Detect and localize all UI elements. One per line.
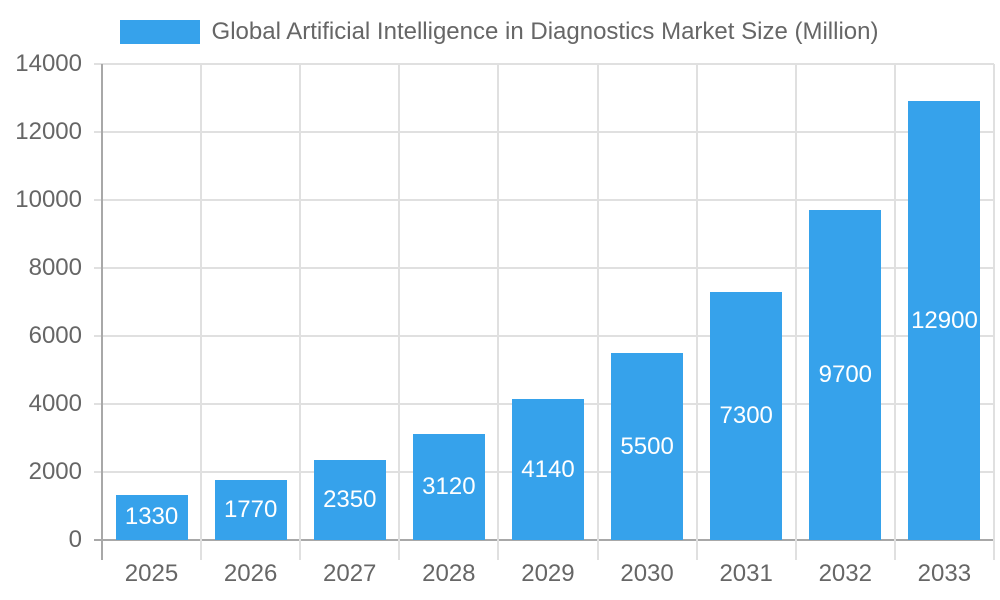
x-tick-label: 2031 xyxy=(719,560,773,587)
h-gridline xyxy=(94,539,994,541)
v-gridline xyxy=(695,64,698,560)
y-tick-label: 14000 xyxy=(15,50,82,77)
h-gridline xyxy=(94,267,994,269)
bar-value-label: 1770 xyxy=(223,495,278,523)
plot-area: 1330 1770 2350 3120 4140 5500 7300 9700 12900 xyxy=(94,63,995,560)
h-gridline xyxy=(94,63,994,65)
bar-value-label: 2350 xyxy=(323,486,377,514)
v-gridline xyxy=(893,64,896,560)
h-gridline xyxy=(94,335,994,337)
y-tick-label: 4000 xyxy=(28,390,82,417)
v-gridline xyxy=(497,64,500,560)
bar-2031[interactable]: 7300 xyxy=(710,291,783,540)
bar-2028[interactable]: 3120 xyxy=(412,433,485,540)
x-tick-label: 2027 xyxy=(323,560,377,587)
bar-value-label: 9700 xyxy=(818,361,873,389)
bar-2032[interactable]: 9700 xyxy=(809,210,882,540)
chart-legend[interactable]: Global Artificial Intelligence in Diagno… xyxy=(0,18,1000,46)
bar-2025[interactable]: 1330 xyxy=(115,494,188,540)
x-tick-label: 2026 xyxy=(223,560,278,587)
h-gridline xyxy=(94,199,994,201)
v-gridline xyxy=(398,64,401,560)
v-gridline xyxy=(993,64,995,560)
v-gridline xyxy=(596,64,599,560)
bar-value-label: 5500 xyxy=(620,432,674,460)
y-tick-label: 12000 xyxy=(15,118,82,145)
bar-value-label: 7300 xyxy=(719,401,773,429)
v-gridline xyxy=(101,64,103,560)
bar-value-label: 4140 xyxy=(521,455,575,483)
v-gridline xyxy=(299,64,302,560)
bar-value-label: 1330 xyxy=(124,503,179,531)
y-tick-label: 6000 xyxy=(28,322,82,349)
bar-value-label: 3120 xyxy=(422,472,476,500)
y-tick-label: 2000 xyxy=(28,458,82,485)
bar-2026[interactable]: 1770 xyxy=(214,479,287,540)
y-tick-label: 8000 xyxy=(28,254,82,281)
v-gridline xyxy=(794,64,797,560)
x-tick-label: 2028 xyxy=(422,560,476,587)
bar-2030[interactable]: 5500 xyxy=(611,353,684,540)
y-tick-label: 0 xyxy=(68,526,82,553)
x-tick-label: 2029 xyxy=(521,560,575,587)
bar-2027[interactable]: 2350 xyxy=(313,460,386,540)
x-tick-label: 2033 xyxy=(917,560,972,587)
h-gridline xyxy=(94,131,994,133)
y-tick-label: 10000 xyxy=(15,186,82,213)
x-tick-label: 2030 xyxy=(620,560,674,587)
x-tick-label: 2025 xyxy=(124,560,179,587)
legend-label: Global Artificial Intelligence in Diagno… xyxy=(211,18,879,45)
bar-2033[interactable]: 12900 xyxy=(908,101,981,540)
legend-swatch xyxy=(119,20,200,44)
x-tick-label: 2032 xyxy=(818,560,872,587)
v-gridline xyxy=(200,64,203,560)
bar-value-label: 12900 xyxy=(911,306,978,334)
bar-2029[interactable]: 4140 xyxy=(512,399,584,540)
